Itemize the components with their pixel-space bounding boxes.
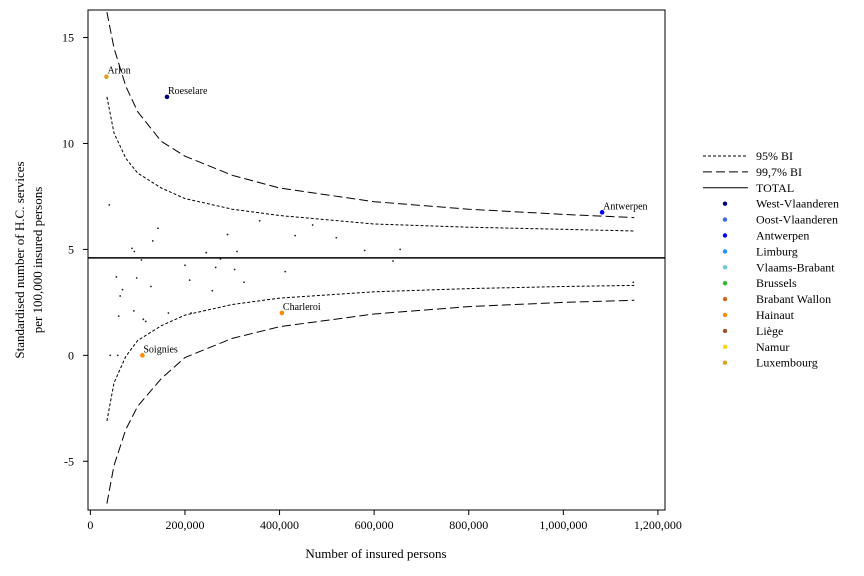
y-axis-label-line-2: per 100,000 insured persons: [30, 187, 45, 334]
legend-label: Brussels: [756, 276, 797, 290]
y-tick-label: 10: [62, 136, 74, 150]
point-label: Roeselare: [168, 86, 208, 97]
data-point: [399, 248, 402, 251]
y-tick-label: 5: [68, 242, 74, 256]
data-point: [188, 279, 191, 282]
data-point: [115, 276, 118, 278]
highlighted-point: [140, 353, 145, 358]
data-point: [135, 277, 138, 279]
limit-line-dotted-lower: [106, 284, 635, 422]
highlighted-point: [164, 94, 170, 100]
data-point: [236, 250, 238, 253]
data-point: [284, 270, 287, 273]
legend-label: Vlaams-Brabant: [756, 260, 835, 274]
legend-point-swatch: [722, 312, 728, 318]
data-point: [335, 236, 338, 239]
legend-label: 99,7% BI: [756, 165, 802, 179]
legend-label: Namur: [756, 340, 789, 354]
x-tick-label: 200,000: [165, 518, 204, 532]
data-point: [117, 315, 120, 318]
data-point: [132, 309, 135, 312]
data-point: [243, 281, 245, 284]
legend: 95% BI 99,7% BI TOTAL West-Vlaanderen Oost-V…: [703, 149, 839, 370]
plot-frame: [87, 9, 666, 511]
data-point: [190, 312, 193, 314]
data-point: [226, 233, 229, 236]
highlighted-point: [279, 310, 285, 316]
x-tick-label: 400,000: [260, 518, 299, 532]
data-point: [167, 312, 170, 314]
data-point: [109, 354, 112, 357]
legend-point-swatch: [722, 296, 728, 302]
axes: 0 200,000 400,000 600,000 800,000 1,000,000 1,…: [62, 31, 682, 532]
point-label: Charleroi: [283, 302, 321, 313]
data-point: [632, 281, 635, 284]
legend-label: 95% BI: [756, 149, 793, 163]
data-point: [144, 320, 147, 323]
highlighted-point: [104, 74, 109, 80]
legend-point-swatch: [722, 328, 728, 334]
data-point: [392, 260, 394, 262]
x-tick-label: 1,200,000: [634, 518, 682, 532]
x-tick-label: 600,000: [355, 518, 394, 532]
data-point: [140, 259, 143, 261]
legend-point-swatch: [722, 201, 728, 206]
x-tick-label: 0: [87, 518, 93, 532]
legend-label: Brabant Wallon: [756, 292, 831, 306]
highlighted-point: [599, 210, 605, 215]
point-label: Antwerpen: [603, 201, 647, 212]
data-point: [258, 219, 261, 222]
legend-label: Liège: [756, 324, 783, 338]
data-point: [151, 240, 154, 242]
legend-point-swatch: [722, 217, 728, 222]
y-tick-label: -5: [64, 454, 74, 468]
legend-label: Antwerpen: [756, 229, 809, 243]
data-point: [184, 264, 186, 267]
data-point: [131, 247, 133, 250]
legend-point-swatch: [722, 344, 728, 349]
legend-point-swatch: [722, 249, 728, 254]
x-tick-label: 1,000,000: [539, 518, 587, 532]
data-point: [133, 250, 136, 253]
legend-point-swatch: [722, 233, 728, 238]
data-point: [116, 354, 119, 357]
limit-line-dotted-upper: [106, 96, 635, 232]
legend-label: West-Vlaanderen: [756, 197, 839, 211]
data-point: [119, 295, 122, 297]
legend-point-swatch: [722, 281, 728, 286]
y-axis-label-line-1: Standardised number of H.C. services: [12, 161, 27, 358]
legend-label: Hainaut: [756, 308, 795, 322]
data-point: [294, 234, 297, 237]
data-point: [150, 285, 152, 288]
legend-label: Oost-Vlaanderen: [756, 213, 838, 227]
limit-line-dashed-upper: [106, 12, 635, 219]
data-point: [363, 249, 366, 252]
point-label: Soignies: [143, 344, 178, 355]
data-point: [311, 224, 314, 226]
data-point: [121, 288, 124, 291]
limit-line-dashed-lower: [106, 299, 635, 504]
y-tick-label: 0: [68, 348, 74, 362]
data-point: [108, 204, 111, 206]
legend-label: Luxembourg: [756, 356, 818, 370]
data-point: [205, 251, 208, 254]
legend-label: Limburg: [756, 244, 798, 258]
data-point: [211, 289, 214, 292]
limit-lines: [88, 12, 665, 504]
x-tick-label: 800,000: [449, 518, 488, 532]
data-points: Roeselare Antwerpen Charleroi Soignies Arlon: [104, 66, 648, 358]
data-point: [214, 266, 217, 269]
x-axis-label: Number of insured persons: [305, 546, 446, 561]
legend-label: TOTAL: [756, 181, 794, 195]
legend-point-swatch: [722, 360, 728, 365]
data-point: [219, 258, 222, 260]
y-tick-label: 15: [62, 31, 74, 45]
data-point: [157, 227, 159, 230]
point-label: Arlon: [107, 66, 130, 77]
data-point: [233, 268, 236, 271]
legend-point-swatch: [722, 265, 728, 270]
data-point: [142, 318, 145, 321]
